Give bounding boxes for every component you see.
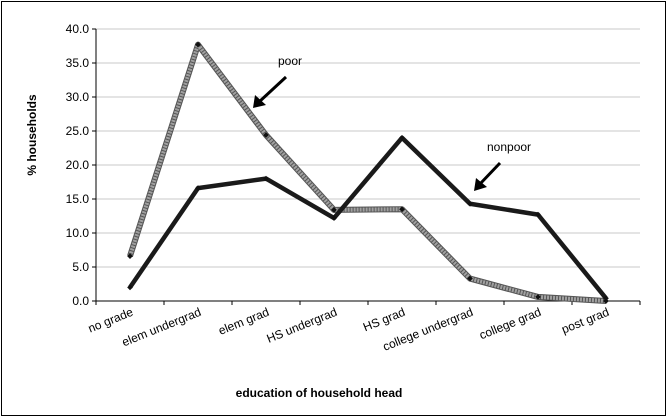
y-axis-title: % households <box>25 94 39 176</box>
series-markers <box>127 41 609 304</box>
data-point-nonpoor <box>467 200 473 207</box>
y-tick-label: 10.0 <box>66 226 90 240</box>
y-tick-label: 30.0 <box>66 90 90 104</box>
data-point-poor <box>467 275 473 282</box>
data-point-poor <box>535 294 541 300</box>
gridlines <box>96 28 640 268</box>
data-point-nonpoor <box>535 211 541 218</box>
y-tick-label: 0.0 <box>72 294 89 308</box>
data-point-nonpoor <box>263 175 269 182</box>
y-tick-label: 40.0 <box>66 22 90 36</box>
annotation-nonpoor-arrow <box>474 161 502 191</box>
x-tick-label: HS grad <box>361 305 407 334</box>
annotation-poor-arrow <box>253 75 288 108</box>
data-point-nonpoor <box>399 134 405 141</box>
y-tick-label: 25.0 <box>66 124 90 138</box>
data-point-poor <box>263 132 269 138</box>
series-lines <box>127 41 608 304</box>
data-point-poor <box>399 206 405 213</box>
annotation-poor: poor <box>278 54 302 68</box>
axes <box>92 28 641 305</box>
series-line-nonpoor <box>128 135 608 300</box>
y-tick-label: 5.0 <box>72 260 89 274</box>
x-axis-title: education of household head <box>236 386 403 400</box>
y-tick-label: 15.0 <box>66 192 90 206</box>
x-tick-label: elem grad <box>216 305 271 338</box>
x-tick-label: HS undergrad <box>265 305 340 346</box>
y-tick-label: 35.0 <box>66 56 90 70</box>
y-tick-label: 20.0 <box>66 158 90 172</box>
x-tick-label: no grade <box>86 305 135 336</box>
x-tick-label: post grad <box>559 305 611 337</box>
data-point-nonpoor <box>603 295 609 302</box>
data-point-poor <box>127 253 133 259</box>
y-tick-labels: 0.0 5.0 10.0 15.0 20.0 25.0 30.0 35.0 40.0 <box>66 22 90 308</box>
series-line-poor <box>128 42 607 303</box>
annotation-nonpoor: nonpoor <box>487 140 531 154</box>
series-line-poor-outline <box>127 41 607 304</box>
data-point-nonpoor <box>331 215 337 221</box>
data-point-nonpoor <box>195 185 201 191</box>
data-point-nonpoor <box>127 284 133 291</box>
x-tick-label: college grad <box>477 305 543 342</box>
data-point-poor <box>331 207 337 213</box>
